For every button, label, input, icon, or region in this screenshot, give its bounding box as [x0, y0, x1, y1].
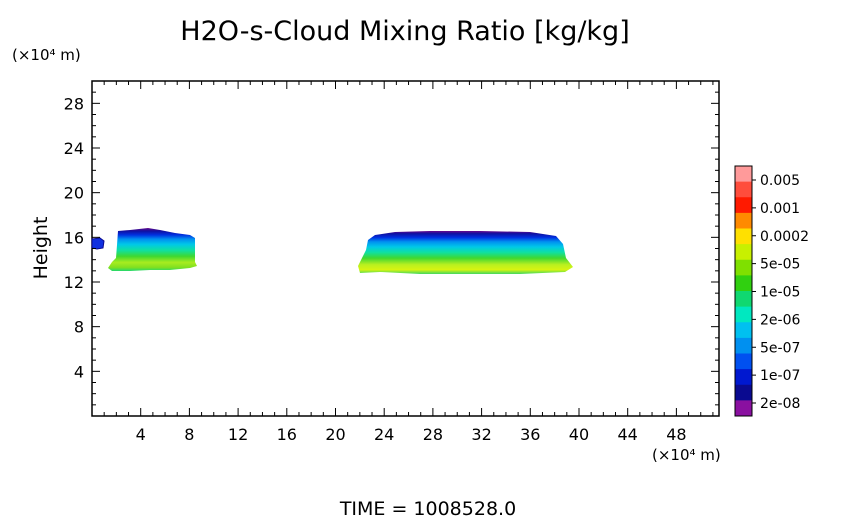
cloud-left [108, 228, 197, 271]
x-tick-label: 44 [618, 425, 638, 444]
cloud-left-edge-patch [91, 237, 105, 250]
time-footer: TIME = 1008528.0 [339, 498, 516, 519]
y-tick-label: 24 [64, 139, 84, 158]
colorbar-swatch [735, 244, 752, 261]
colorbar-label: 1e-05 [760, 285, 800, 301]
colorbar-label: 1e-07 [760, 368, 800, 384]
colorbar-label: 5e-07 [760, 340, 800, 356]
y-axis-label: Height [30, 217, 52, 280]
colorbar-label: 2e-06 [760, 312, 800, 328]
colorbar-swatch [735, 166, 752, 183]
colorbar-swatch [735, 337, 752, 354]
x-tick-label: 32 [471, 425, 491, 444]
colorbar-swatch [735, 291, 752, 308]
x-tick-label: 4 [136, 425, 146, 444]
colorbar-label: 2e-08 [760, 396, 800, 412]
x-tick-label: 36 [520, 425, 540, 444]
x-tick-label: 16 [277, 425, 297, 444]
y-tick-label: 16 [64, 228, 84, 247]
colorbar-swatch [735, 197, 752, 214]
x-tick-label: 48 [666, 425, 686, 444]
x-tick-label: 8 [184, 425, 194, 444]
colorbar-swatch [735, 181, 752, 198]
x-tick-label: 20 [325, 425, 345, 444]
y-axis-unit: (×10⁴ m) [12, 46, 81, 64]
colorbar-label: 0.001 [760, 201, 800, 217]
y-axis-ticks: 4 8 12 16 20 24 28 [64, 91, 719, 406]
x-tick-label: 24 [374, 425, 394, 444]
colorbar-swatch [735, 228, 752, 245]
x-axis-ticks: 4 8 12 16 20 24 28 32 36 40 44 48 [103, 81, 714, 444]
chart-title: H2O-s-Cloud Mixing Ratio [kg/kg] [180, 16, 629, 47]
y-tick-label: 8 [74, 318, 84, 337]
colorbar-swatch [735, 275, 752, 292]
colorbar-swatch [735, 369, 752, 386]
colorbar-swatch [735, 212, 752, 229]
colorbar-label: 0.0002 [760, 229, 809, 245]
cloud-field [91, 228, 573, 274]
x-tick-label: 40 [569, 425, 589, 444]
y-tick-label: 4 [74, 362, 84, 381]
y-tick-label: 28 [64, 94, 84, 113]
y-tick-label: 20 [64, 184, 84, 203]
cloud-right [358, 231, 573, 274]
colorbar-swatch [735, 259, 752, 276]
colorbar-swatch [735, 322, 752, 339]
colorbar-swatch [735, 384, 752, 401]
x-axis-unit: (×10⁴ m) [652, 446, 721, 464]
colorbar-label: 5e-05 [760, 257, 800, 273]
colorbar: 0.005 0.001 0.0002 5e-05 1e-05 2e-06 5e-07 1e-0… [734, 165, 809, 417]
colorbar-swatch [735, 400, 752, 417]
colorbar-swatch [735, 353, 752, 370]
colorbar-label: 0.005 [760, 173, 800, 189]
colorbar-swatch [735, 306, 752, 323]
y-tick-label: 12 [64, 273, 84, 292]
x-tick-label: 28 [423, 425, 443, 444]
x-tick-label: 12 [228, 425, 248, 444]
